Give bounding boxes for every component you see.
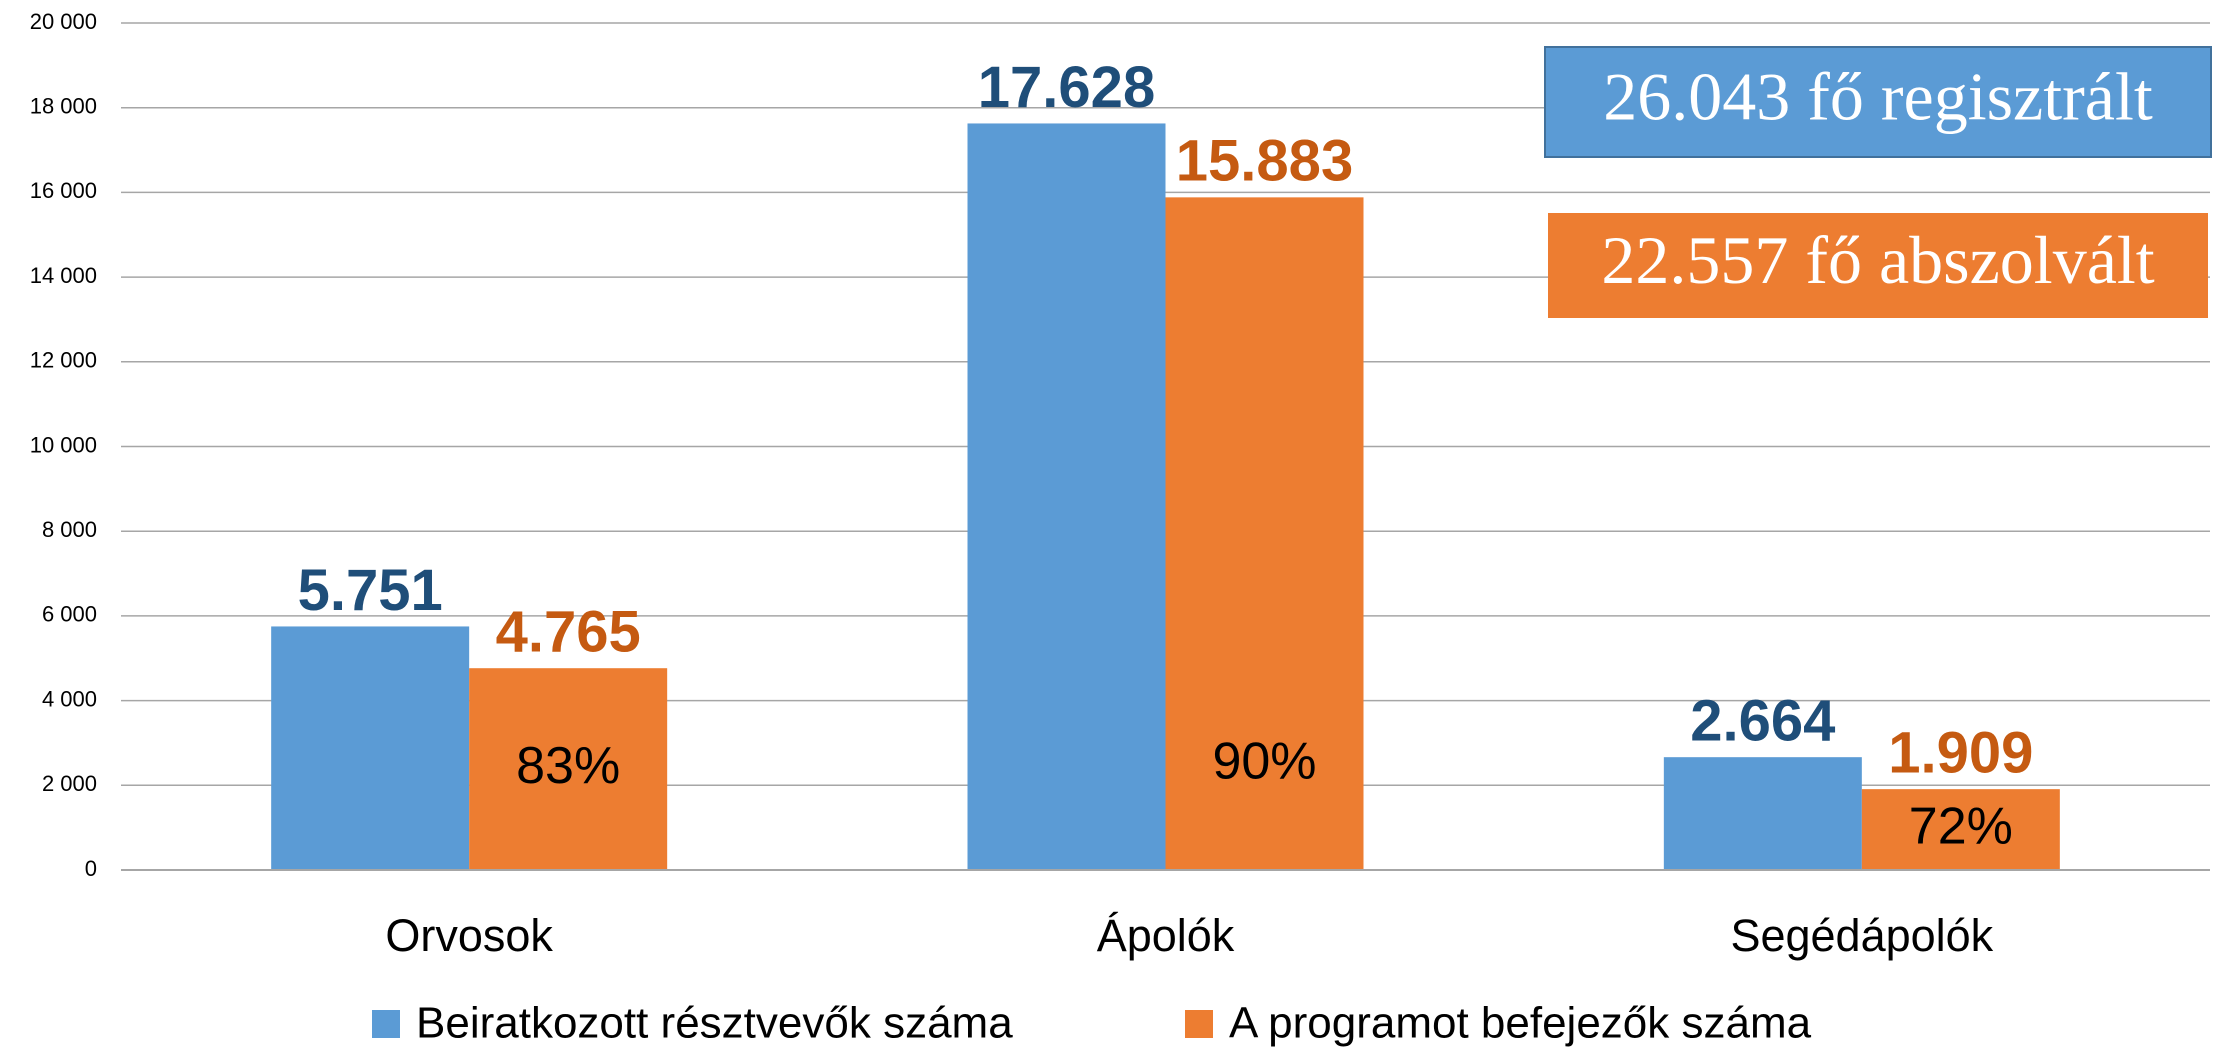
percent-label: 72% [1909,797,2013,855]
y-tick-label: 20 000 [30,9,97,34]
bar [968,123,1166,870]
value-label: 15.883 [1176,129,1353,194]
value-label: 1.909 [1888,720,2033,785]
x-tick-label: Orvosok [385,910,553,961]
callout-text: 22.557 fő abszolvált [1601,222,2154,298]
y-tick-label: 8 000 [42,517,97,542]
y-tick-label: 2 000 [42,771,97,796]
legend-label: Beiratkozott résztvevők száma [416,999,1013,1048]
percent-label: 90% [1212,733,1316,791]
legend-swatch [1185,1010,1213,1038]
value-label: 17.628 [978,55,1155,120]
y-tick-label: 10 000 [30,432,97,457]
y-tick-label: 12 000 [30,348,97,373]
x-tick-label: Segédápolók [1730,910,1993,961]
y-tick-label: 18 000 [30,94,97,119]
value-label: 4.765 [496,600,641,665]
bar [1664,757,1862,870]
y-tick-label: 16 000 [30,178,97,203]
y-tick-label: 14 000 [30,263,97,288]
callout-text: 26.043 fő regisztrált [1603,59,2153,135]
x-tick-label: Ápolók [1097,910,1235,961]
legend-label: A programot befejezők száma [1229,999,1812,1048]
value-label: 2.664 [1690,689,1835,754]
y-tick-label: 0 [85,856,97,881]
chart: 0 2 000 4 000 6 000 8 000 10 000 12 000 14 000 1… [0,0,2214,1051]
legend-swatch [372,1010,400,1038]
y-tick-label: 6 000 [42,602,97,627]
value-label: 5.751 [298,558,443,623]
y-tick-label: 4 000 [42,686,97,711]
bar [271,626,469,870]
percent-label: 83% [516,737,620,795]
